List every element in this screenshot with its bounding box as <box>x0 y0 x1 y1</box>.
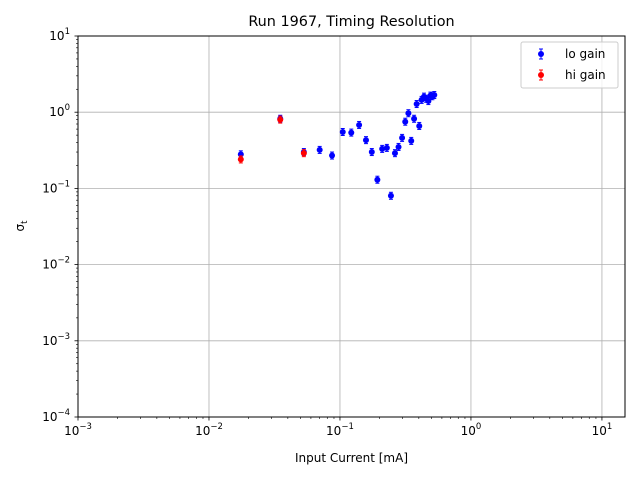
x-tick-label: 10−1 <box>326 422 354 438</box>
data-point-hi-gain <box>300 150 307 157</box>
x-tick-label-exponent: 1 <box>607 422 612 432</box>
data-point-lo-gain <box>402 118 409 125</box>
data-point-lo-gain <box>399 134 406 141</box>
y-tick-label: 10−4 <box>42 408 70 424</box>
y-tick-label-exponent: 1 <box>65 27 70 37</box>
y-tick-label-base: 10 <box>49 29 64 43</box>
y-tick-label-exponent: −1 <box>57 179 70 189</box>
legend-marker-lo-gain <box>538 51 544 57</box>
x-tick-label-base: 10 <box>592 424 607 438</box>
y-tick-label-exponent: 0 <box>65 103 70 113</box>
data-point-lo-gain <box>405 110 412 117</box>
data-point-lo-gain <box>416 122 423 129</box>
y-tick-label: 10−3 <box>42 332 70 348</box>
data-point-lo-gain <box>379 145 386 152</box>
data-point-lo-gain <box>316 146 323 153</box>
y-tick-label-base: 10 <box>49 105 64 119</box>
y-tick-label-exponent: −3 <box>57 332 70 342</box>
y-tick-label: 10−1 <box>42 179 70 195</box>
x-tick-label-base: 10 <box>195 424 210 438</box>
y-axis-label-subscript: t <box>20 220 30 224</box>
data-point-hi-gain <box>237 156 244 163</box>
legend-label-lo-gain: lo gain <box>565 47 605 61</box>
data-point-lo-gain <box>329 152 336 159</box>
data-point-lo-gain <box>413 101 420 108</box>
y-tick-label: 100 <box>49 103 70 119</box>
chart-title: Run 1967, Timing Resolution <box>248 14 454 30</box>
y-tick-label: 101 <box>49 27 70 43</box>
data-point-lo-gain <box>348 129 355 136</box>
x-tick-label: 10−3 <box>64 422 92 438</box>
x-tick-label-base: 10 <box>461 424 476 438</box>
data-point-lo-gain <box>383 144 390 151</box>
y-tick-label-base: 10 <box>42 410 57 424</box>
legend-entry-lo-gain: lo gain <box>538 47 605 61</box>
y-tick-label-exponent: −4 <box>57 408 70 418</box>
legend-box <box>520 41 619 89</box>
y-tick-label-base: 10 <box>42 258 57 272</box>
y-tick-label: 10−2 <box>42 256 70 272</box>
legend: lo gain hi gain <box>520 41 619 89</box>
data-point-lo-gain <box>391 150 398 157</box>
legend-entry-hi-gain: hi gain <box>538 68 606 82</box>
data-point-lo-gain <box>411 115 418 122</box>
data-point-lo-gain <box>408 137 415 144</box>
x-tick-label-base: 10 <box>64 424 79 438</box>
data-point-lo-gain <box>395 143 402 150</box>
x-tick-label: 100 <box>461 422 482 438</box>
data-point-lo-gain <box>431 92 438 99</box>
y-tick-label-base: 10 <box>42 334 57 348</box>
y-tick-label-base: 10 <box>42 181 57 195</box>
grid <box>78 36 625 417</box>
x-tick-label: 10−2 <box>195 422 223 438</box>
x-axis-label: Input Current [mA] <box>295 451 408 465</box>
x-tick-label-exponent: −2 <box>210 422 223 432</box>
data-point-lo-gain <box>362 137 369 144</box>
y-tick-label-exponent: −2 <box>57 256 70 266</box>
data-point-lo-gain <box>339 128 346 135</box>
data-points <box>237 91 438 200</box>
x-tick-label-exponent: −3 <box>79 422 92 432</box>
data-point-lo-gain <box>374 176 381 183</box>
x-tick-label-exponent: 0 <box>476 422 481 432</box>
legend-label-hi-gain: hi gain <box>565 68 606 82</box>
legend-marker-hi-gain <box>538 72 544 78</box>
plot-frame <box>77 35 626 418</box>
y-axis-label-base: σ <box>13 223 27 231</box>
x-tick-label-exponent: −1 <box>341 422 354 432</box>
data-point-lo-gain <box>387 192 394 199</box>
y-axis-label: σt <box>13 220 30 232</box>
x-tick-label: 101 <box>592 422 613 438</box>
x-axis-ticks: 10−3 10−2 10−1 100 101 <box>64 417 612 438</box>
data-point-lo-gain <box>368 149 375 156</box>
data-point-lo-gain <box>356 121 363 128</box>
x-tick-label-base: 10 <box>326 424 341 438</box>
data-point-hi-gain <box>277 116 284 123</box>
